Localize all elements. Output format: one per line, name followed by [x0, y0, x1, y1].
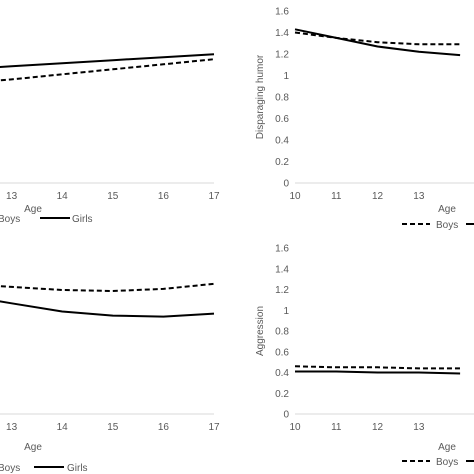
series-line-boys: [294, 365, 461, 370]
y-tick-label: 0.6: [275, 114, 289, 125]
x-axis-label: Age: [24, 442, 42, 453]
x-tick-label: 17: [208, 191, 220, 202]
chart-panel-top-left: 13 14 15 16 17 Age Boys Girls: [0, 53, 220, 225]
series-line-girls: [295, 370, 461, 375]
y-tick-label: 0: [283, 410, 289, 421]
legend-label-boys: Boys: [0, 463, 20, 474]
y-tick-label: 1: [283, 306, 289, 317]
x-tick-label: 14: [57, 422, 69, 433]
y-tick-label: 1.2: [275, 50, 289, 61]
y-tick-label: 0.8: [275, 327, 289, 338]
legend-label-boys: Boys: [436, 457, 458, 468]
series-line-girls: [0, 53, 215, 68]
x-axis-label: Age: [438, 204, 456, 215]
y-tick-label: 0.6: [275, 347, 289, 358]
y-tick-label: 1.4: [275, 28, 289, 39]
y-tick-label: 0.8: [275, 93, 289, 104]
series-line-boys: [0, 58, 215, 82]
y-axis-label: Disparaging humor: [255, 54, 266, 139]
y-tick-label: 1.6: [275, 7, 289, 18]
y-tick-label: 0.4: [275, 136, 289, 147]
series-line-girls: [0, 300, 215, 318]
x-tick-label: 13: [413, 422, 425, 433]
x-tick-label: 15: [107, 191, 119, 202]
y-axis-label: Aggression: [255, 306, 266, 356]
x-tick-label: 11: [331, 422, 342, 433]
series-line-girls: [294, 28, 461, 57]
legend-label-boys: Boys: [0, 214, 20, 225]
y-tick-label: 0.2: [275, 389, 289, 400]
y-tick-label: 1.4: [275, 264, 289, 275]
legend-label-girls: Girls: [72, 214, 93, 225]
x-tick-label: 13: [6, 422, 18, 433]
x-tick-label: 13: [413, 191, 425, 202]
legend-label-girls: Girls: [67, 463, 88, 474]
x-tick-label: 12: [372, 191, 384, 202]
x-tick-label: 10: [289, 422, 301, 433]
x-tick-label: 16: [158, 191, 170, 202]
series-line-boys: [294, 31, 461, 46]
chart-panel-bottom-left: 13 14 15 16 17 Age Boys Girls: [0, 282, 220, 474]
x-tick-label: 16: [158, 422, 170, 433]
x-tick-label: 15: [107, 422, 119, 433]
chart-panel-top-right: 10 11 12 13 0 0.2 0.4 0.6 0.8 1 1.2 1.4 1.6 Disparagi…: [255, 7, 474, 231]
y-tick-label: 0.4: [275, 368, 289, 379]
x-axis-label: Age: [24, 204, 42, 215]
y-tick-label: 0: [283, 179, 289, 190]
x-tick-label: 12: [372, 422, 384, 433]
y-tick-label: 0.2: [275, 157, 289, 168]
x-tick-label: 11: [331, 191, 342, 202]
legend-label-boys: Boys: [436, 220, 458, 231]
series-line-boys: [0, 282, 215, 292]
y-tick-label: 1: [283, 71, 289, 82]
y-tick-label: 1.2: [275, 285, 289, 296]
chart-panel-bottom-right: 10 11 12 13 0 0.2 0.4 0.6 0.8 1 1.2 1.4 1.6 Aggressio…: [255, 244, 474, 468]
y-tick-label: 1.6: [275, 244, 289, 255]
x-tick-label: 17: [208, 422, 220, 433]
x-axis-label: Age: [438, 442, 456, 453]
x-tick-label: 10: [289, 191, 301, 202]
x-tick-label: 14: [57, 191, 69, 202]
x-tick-label: 13: [6, 191, 18, 202]
